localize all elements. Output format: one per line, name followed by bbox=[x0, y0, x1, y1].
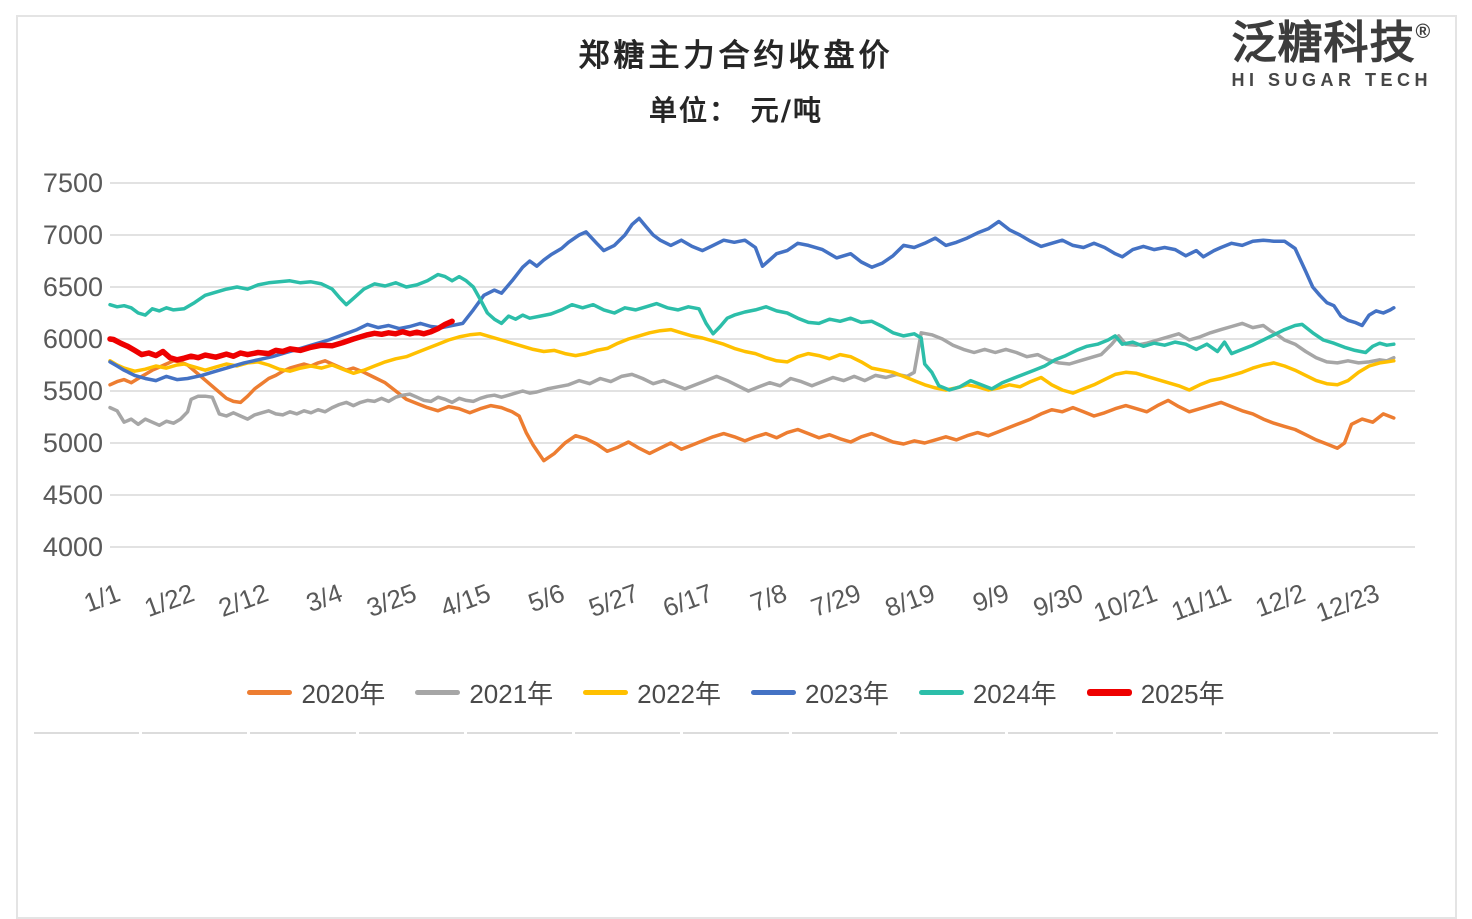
table-cell-partial bbox=[1116, 732, 1222, 748]
table-cell-partial bbox=[250, 732, 356, 748]
legend-item-2020年: 2020年 bbox=[247, 674, 385, 711]
legend-label: 2022年 bbox=[637, 679, 721, 709]
series-line-2022年 bbox=[108, 327, 1396, 395]
x-axis-label: 9/9 bbox=[969, 577, 1013, 618]
brand-logo-subtext: HI SUGAR TECH bbox=[1231, 69, 1432, 90]
x-axis-label: 6/17 bbox=[659, 577, 717, 623]
series-line-2020年 bbox=[108, 359, 1396, 463]
legend-swatch bbox=[918, 690, 964, 695]
y-axis-label: 4500 bbox=[43, 480, 103, 510]
y-axis-label: 7000 bbox=[43, 220, 103, 250]
table-cell-partial bbox=[34, 732, 140, 748]
x-axis-label: 7/8 bbox=[746, 577, 790, 618]
table-cell-partial bbox=[791, 732, 897, 748]
legend-label: 2025年 bbox=[1140, 679, 1225, 709]
x-axis-label: 5/27 bbox=[585, 577, 643, 623]
series-line-2023年 bbox=[108, 216, 1396, 383]
legend-swatch bbox=[583, 690, 629, 695]
legend-label: 2021年 bbox=[469, 679, 554, 709]
y-axis-label: 7500 bbox=[43, 168, 103, 198]
table-cell-partial bbox=[466, 732, 573, 748]
x-axis-label: 3/4 bbox=[302, 577, 346, 618]
x-axis-label: 4/15 bbox=[437, 577, 495, 623]
x-axis-label: 11/11 bbox=[1167, 577, 1235, 626]
legend-swatch bbox=[751, 690, 796, 695]
brand-logo: 泛糖科技® HI SUGAR TECH bbox=[1231, 18, 1432, 91]
y-axis-label: 4000 bbox=[43, 532, 103, 562]
table-cell-partial bbox=[1224, 732, 1330, 748]
registered-trademark-icon: ® bbox=[1415, 20, 1431, 43]
chart-header: 郑糖主力合约收盘价 单位： 元/吨 bbox=[0, 30, 1472, 129]
x-axis-label: 10/21 bbox=[1090, 577, 1161, 627]
y-axis-label: 6000 bbox=[43, 324, 103, 354]
table-cell-partial bbox=[142, 732, 248, 748]
table-cell-partial bbox=[575, 732, 681, 748]
series-line-2025年 bbox=[107, 318, 455, 363]
legend-label: 2023年 bbox=[805, 679, 889, 709]
x-axis-label: 12/2 bbox=[1251, 577, 1309, 623]
legend-item-2024年: 2024年 bbox=[918, 674, 1057, 711]
table-cell-partial bbox=[1008, 732, 1114, 748]
price-line-chart: 4000 4500 5000 5500 6000 6500 7000 7500 1/1 1/22 2… bbox=[43, 168, 1415, 628]
brand-logo-text: 泛糖科技 bbox=[1231, 17, 1416, 68]
legend-swatch bbox=[415, 690, 461, 695]
x-axis-label: 2/12 bbox=[214, 577, 272, 623]
y-axis-label: 5500 bbox=[43, 376, 103, 406]
chart-title: 郑糖主力合约收盘价 bbox=[578, 38, 894, 74]
legend-item-2022年: 2022年 bbox=[583, 674, 721, 711]
x-axis-label: 1/1 bbox=[80, 577, 124, 618]
x-axis-label: 8/19 bbox=[881, 577, 939, 623]
x-axis-label: 1/22 bbox=[140, 577, 198, 623]
x-axis-label: 3/25 bbox=[363, 577, 421, 623]
legend-item-2021年: 2021年 bbox=[415, 674, 553, 711]
legend-label: 2020年 bbox=[301, 679, 386, 709]
table-cell-partial bbox=[899, 732, 1006, 748]
x-axis-label: 9/30 bbox=[1029, 577, 1087, 623]
y-axis-label: 6500 bbox=[43, 272, 103, 302]
chart-unit-subtitle: 单位： 元/吨 bbox=[649, 94, 823, 127]
legend-label: 2024年 bbox=[972, 679, 1057, 709]
x-axis-label: 5/6 bbox=[524, 577, 568, 618]
series-line-2021年 bbox=[108, 321, 1396, 428]
legend-item-2023年: 2023年 bbox=[751, 674, 889, 711]
series-line-2024年 bbox=[108, 272, 1396, 392]
x-axis-label: 7/29 bbox=[807, 577, 865, 623]
y-axis-label: 5000 bbox=[43, 428, 103, 458]
cropped-table-row bbox=[34, 732, 1439, 748]
legend-item-2025年: 2025年 bbox=[1086, 674, 1225, 711]
table-cell-partial bbox=[683, 732, 789, 748]
chart-legend: 2020年 2021年 2022年 2023年 2024年 2025年 bbox=[0, 674, 1472, 711]
table-cell-partial bbox=[1332, 732, 1439, 748]
x-axis-label: 12/23 bbox=[1312, 577, 1383, 627]
legend-swatch bbox=[247, 690, 293, 695]
legend-swatch bbox=[1086, 689, 1132, 696]
table-cell-partial bbox=[358, 732, 464, 748]
